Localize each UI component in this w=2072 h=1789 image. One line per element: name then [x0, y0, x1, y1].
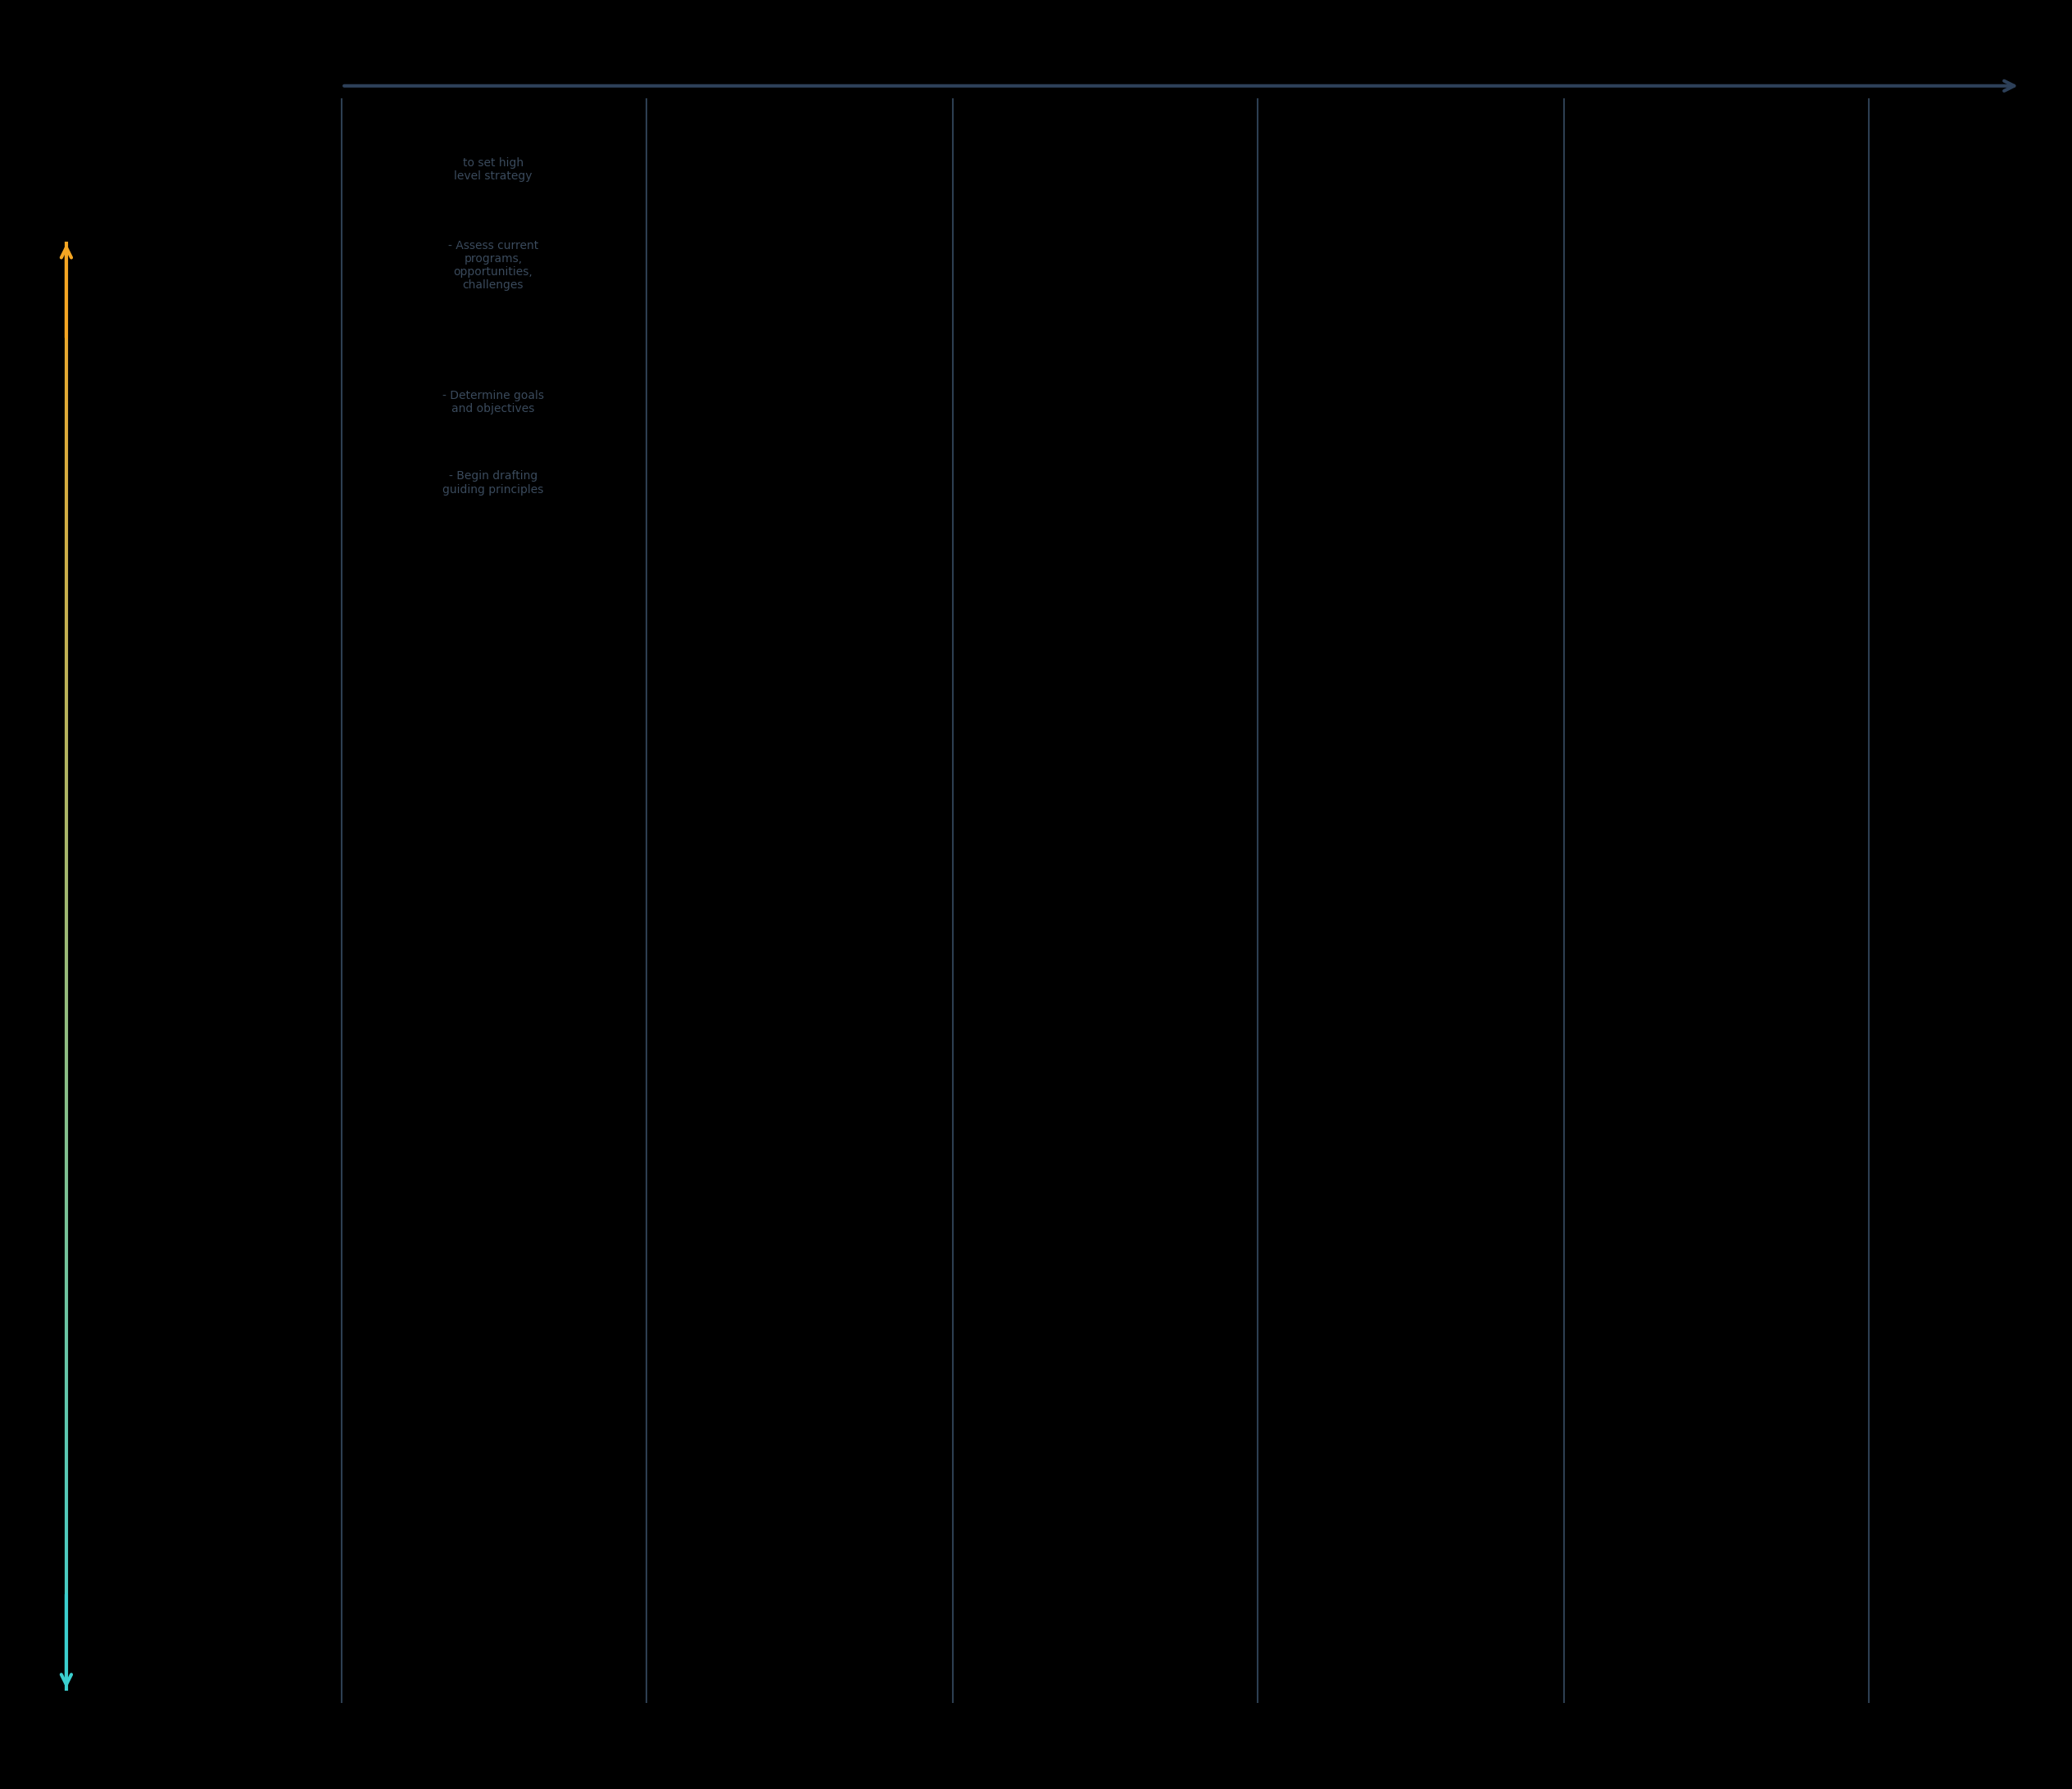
Text: - Assess current
programs,
opportunities,
challenges: - Assess current programs, opportunities… — [448, 240, 539, 292]
Text: - Begin drafting
guiding principles: - Begin drafting guiding principles — [443, 471, 543, 496]
Text: to set high
level strategy: to set high level strategy — [454, 157, 533, 182]
Text: - Determine goals
and objectives: - Determine goals and objectives — [441, 390, 545, 415]
